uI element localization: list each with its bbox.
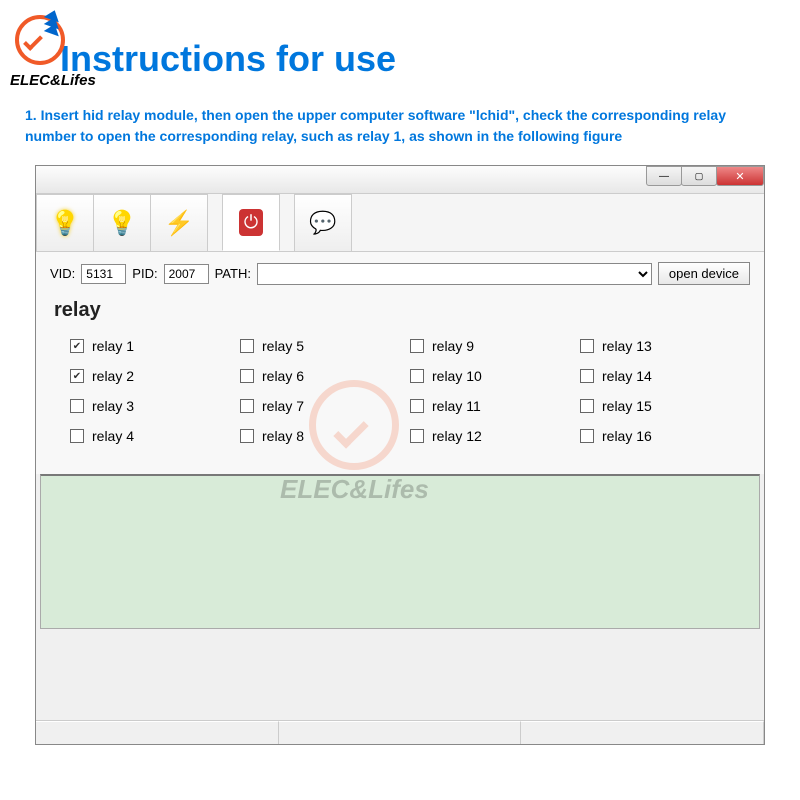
relay-item[interactable]: relay 9 — [410, 338, 560, 354]
relay-checkbox[interactable] — [410, 399, 424, 413]
vid-label: VID: — [50, 266, 75, 281]
bulb-off-icon[interactable]: 💡 — [93, 194, 151, 251]
bulb-on-icon[interactable]: 💡 — [36, 194, 94, 251]
relay-checkbox[interactable] — [580, 369, 594, 383]
relay-item[interactable]: relay 8 — [240, 428, 390, 444]
maximize-button[interactable] — [681, 166, 717, 186]
relay-item[interactable]: relay 2 — [70, 368, 220, 384]
relay-checkbox[interactable] — [240, 369, 254, 383]
relay-label: relay 9 — [432, 338, 474, 354]
status-cell — [36, 721, 279, 744]
relay-checkbox[interactable] — [240, 339, 254, 353]
window-titlebar — [36, 166, 764, 194]
relay-checkbox[interactable] — [70, 369, 84, 383]
relay-label: relay 14 — [602, 368, 652, 384]
relay-section: relay relay 1relay 2relay 3relay 4relay … — [50, 299, 750, 464]
relay-label: relay 15 — [602, 398, 652, 414]
device-row: VID: PID: PATH: open device — [50, 262, 750, 285]
relay-label: relay 11 — [432, 398, 481, 414]
relay-checkbox[interactable] — [70, 399, 84, 413]
relay-checkbox[interactable] — [580, 429, 594, 443]
relay-label: relay 6 — [262, 368, 304, 384]
relay-item[interactable]: relay 3 — [70, 398, 220, 414]
relay-item[interactable]: relay 16 — [580, 428, 730, 444]
connect-icon[interactable]: ⚡ — [150, 194, 208, 251]
relay-checkbox[interactable] — [240, 399, 254, 413]
info-icon[interactable]: 💬 — [294, 194, 352, 251]
relay-checkbox[interactable] — [70, 429, 84, 443]
content-panel: VID: PID: PATH: open device relay relay … — [36, 252, 764, 474]
relay-item[interactable]: relay 4 — [70, 428, 220, 444]
output-panel — [40, 474, 760, 629]
statusbar — [36, 720, 764, 744]
relay-checkbox[interactable] — [410, 369, 424, 383]
relay-checkbox[interactable] — [580, 339, 594, 353]
open-device-button[interactable]: open device — [658, 262, 750, 285]
relay-label: relay 2 — [92, 368, 134, 384]
relay-item[interactable]: relay 11 — [410, 398, 560, 414]
brand-logo — [10, 10, 70, 70]
relay-item[interactable]: relay 14 — [580, 368, 730, 384]
relay-item[interactable]: relay 6 — [240, 368, 390, 384]
power-icon[interactable]: ⏻ — [222, 194, 280, 251]
brand-logo-area: ELEC&Lifes — [10, 10, 96, 89]
relay-label: relay 5 — [262, 338, 304, 354]
relay-checkbox[interactable] — [70, 339, 84, 353]
relay-item[interactable]: relay 12 — [410, 428, 560, 444]
relay-label: relay 7 — [262, 398, 304, 414]
pid-input[interactable] — [164, 264, 209, 284]
relay-label: relay 10 — [432, 368, 482, 384]
relay-label: relay 1 — [92, 338, 134, 354]
relay-label: relay 3 — [92, 398, 134, 414]
brand-name: ELEC&Lifes — [10, 72, 96, 89]
relay-label: relay 12 — [432, 428, 482, 444]
close-button[interactable] — [716, 166, 764, 186]
relay-item[interactable]: relay 7 — [240, 398, 390, 414]
instruction-text: 1. Insert hid relay module, then open th… — [25, 105, 775, 147]
relay-item[interactable]: relay 13 — [580, 338, 730, 354]
relay-item[interactable]: relay 5 — [240, 338, 390, 354]
relay-label: relay 13 — [602, 338, 652, 354]
relay-checkbox[interactable] — [240, 429, 254, 443]
app-window: 💡 💡 ⚡ ⏻ 💬 VID: PID: PATH: open device re… — [35, 165, 765, 745]
path-select[interactable] — [257, 263, 652, 285]
path-label: PATH: — [215, 266, 251, 281]
relay-section-title: relay — [50, 299, 750, 322]
relay-grid: relay 1 relay 2 relay 3 relay 4 relay 5 relay… — [50, 338, 750, 464]
relay-checkbox[interactable] — [580, 399, 594, 413]
relay-label: relay 8 — [262, 428, 304, 444]
pid-label: PID: — [132, 266, 157, 281]
relay-item[interactable]: relay 1 — [70, 338, 220, 354]
status-cell — [279, 721, 522, 744]
relay-checkbox[interactable] — [410, 429, 424, 443]
relay-label: relay 16 — [602, 428, 652, 444]
minimize-button[interactable] — [646, 166, 682, 186]
relay-item[interactable]: relay 10 — [410, 368, 560, 384]
toolbar: 💡 💡 ⚡ ⏻ 💬 — [36, 194, 764, 252]
relay-checkbox[interactable] — [410, 339, 424, 353]
relay-item[interactable]: relay 15 — [580, 398, 730, 414]
relay-label: relay 4 — [92, 428, 134, 444]
status-cell — [521, 721, 764, 744]
vid-input[interactable] — [81, 264, 126, 284]
page-title: Instructions for use — [60, 38, 396, 80]
